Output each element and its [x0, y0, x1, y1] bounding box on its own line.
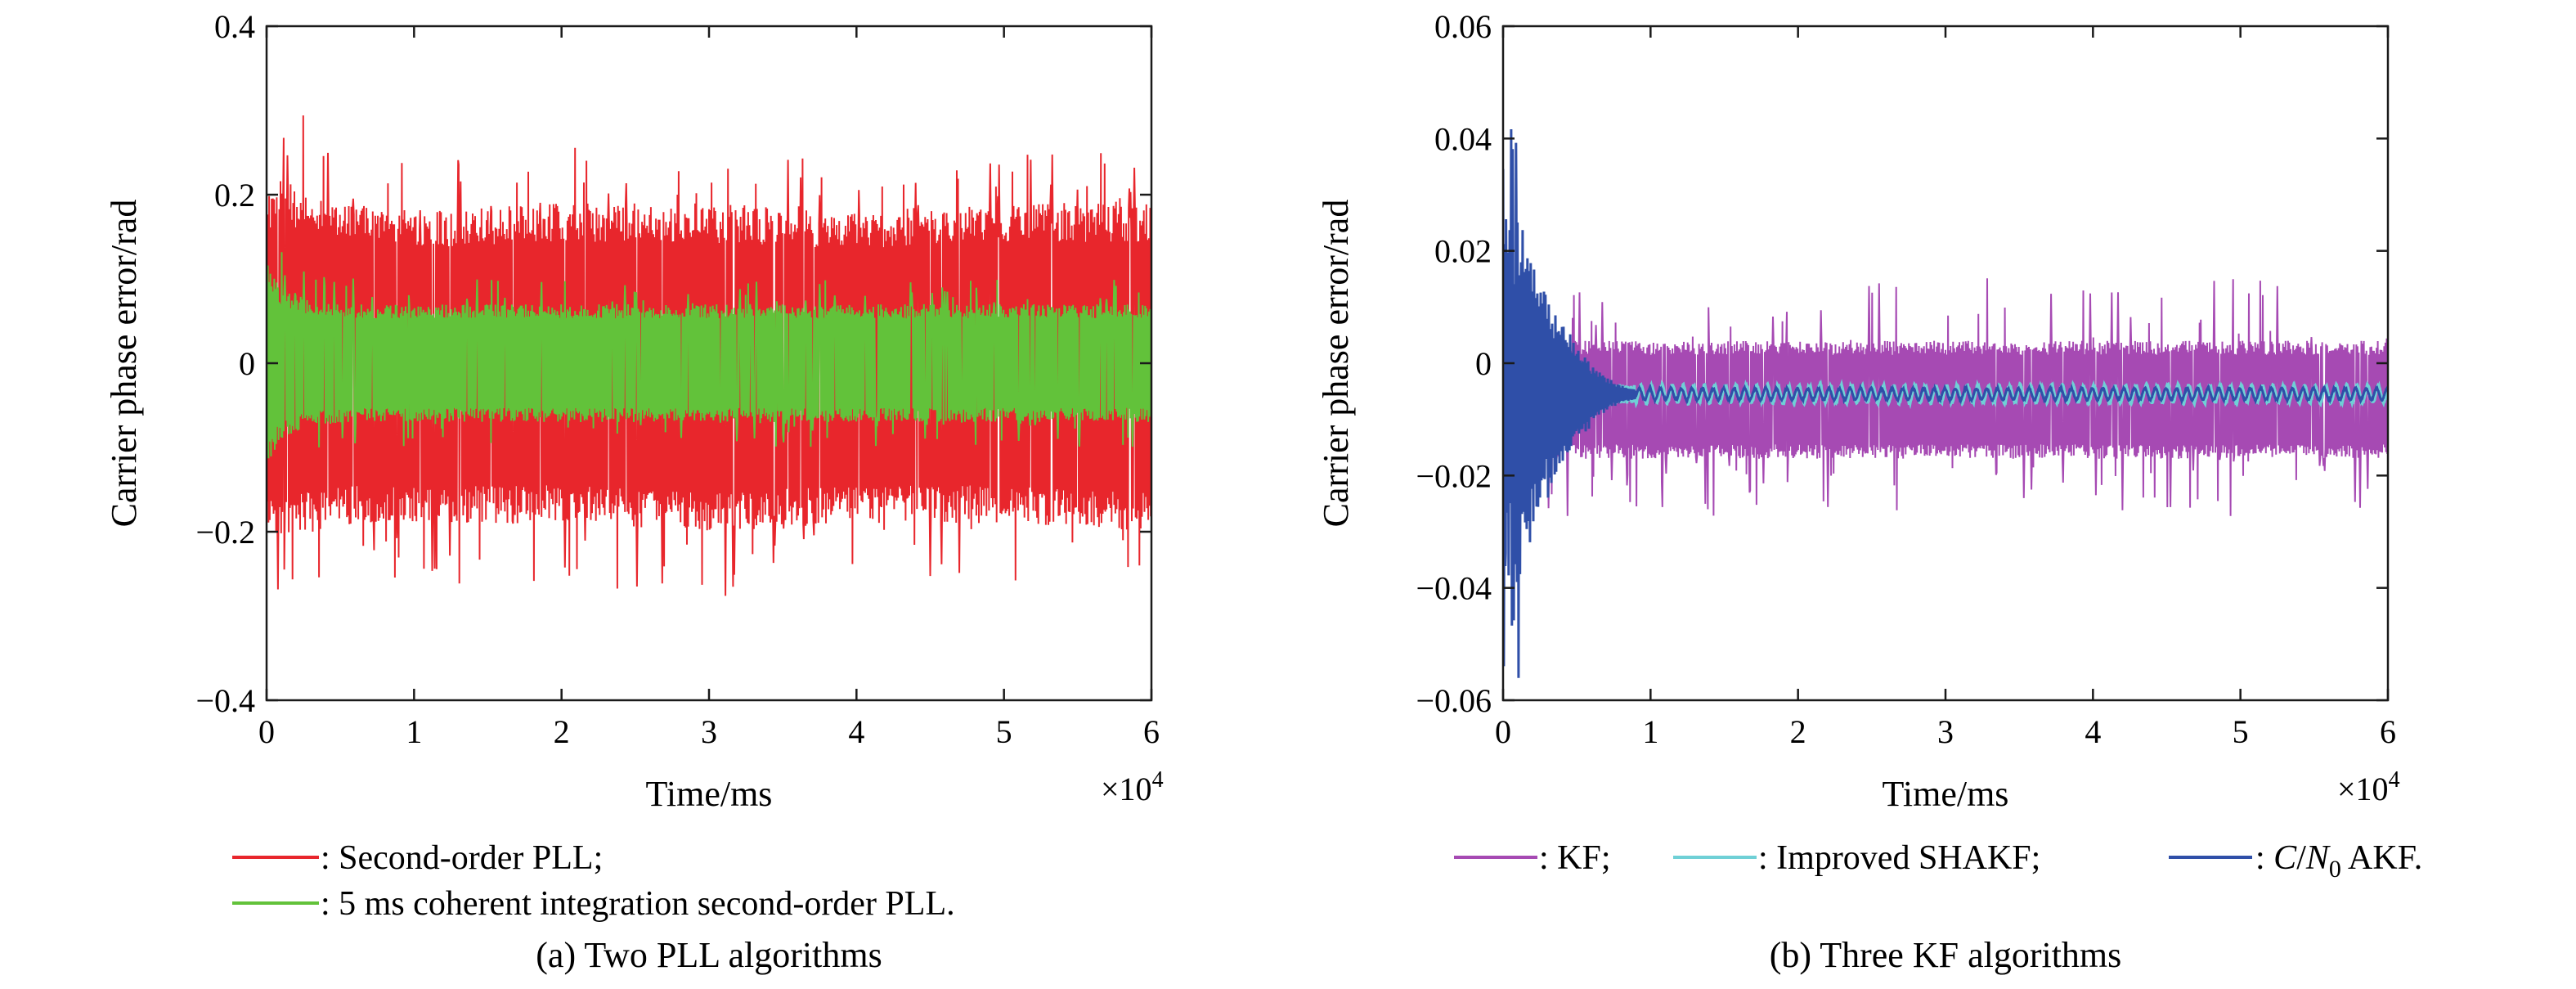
y-tick-label: 0.4	[214, 8, 255, 45]
x-tick-label: 5	[2233, 713, 2249, 750]
panel-b-x-multiplier: ×104	[2337, 767, 2400, 807]
y-tick-label: 0.04	[1434, 120, 1492, 157]
x-tick-label: 6	[2380, 713, 2396, 750]
y-tick-label: −0.2	[195, 514, 255, 551]
panel-b-plot-area	[1503, 128, 2388, 678]
series-kf	[1503, 271, 2388, 516]
panel-a-legend-second-order-pll: : Second-order PLL;	[321, 839, 603, 877]
panel-b-legend-improved-shakf: : Improved SHAKF;	[1758, 839, 2040, 877]
x-tick-label: 6	[1143, 713, 1160, 750]
panel-b-legend-kf: : KF;	[1539, 839, 1611, 877]
panel-a-x-multiplier: ×104	[1101, 767, 1164, 807]
y-tick-label: 0	[1475, 345, 1492, 382]
panel-a-legend-coherent-pll: : 5 ms coherent integration second-order…	[321, 885, 955, 923]
panel-a-ylabel: Carrier phase error/rad	[104, 200, 144, 528]
series-c-n0-akf	[1503, 128, 2388, 678]
x-tick-label: 3	[701, 713, 717, 750]
panel-b-xlabel: Time/ms	[1883, 774, 2009, 814]
y-tick-label: 0	[239, 345, 255, 382]
series-5-ms-coherent-integration-second-order-pll	[267, 252, 1151, 459]
y-tick-label: −0.04	[1416, 570, 1492, 607]
panel-a-caption: (a) Two PLL algorithms	[536, 935, 882, 975]
panel-b-caption: (b) Three KF algorithms	[1770, 935, 2122, 975]
panel-a-xlabel: Time/ms	[646, 774, 773, 814]
x-tick-label: 3	[1937, 713, 1954, 750]
y-tick-label: −0.02	[1416, 457, 1492, 494]
panel-b: 0 1 2 3 4 5 6 −0.06 −0.04 −0.02 0 0.02 0.04 0.06 Carr…	[1316, 8, 2422, 975]
panel-b-ticks: 0 1 2 3 4 5 6 −0.06 −0.04 −0.02 0 0.02 0.04 0.06	[1416, 8, 2396, 750]
y-tick-label: 0.2	[214, 177, 255, 214]
x-tick-label: 4	[2085, 713, 2101, 750]
y-tick-label: −0.06	[1416, 682, 1492, 719]
x-tick-label: 1	[406, 713, 422, 750]
panel-a-ticks: 0 1 2 3 4 5 6 −0.4 −0.2 0 0.2 0.4	[195, 8, 1160, 750]
panel-a: 0 1 2 3 4 5 6 −0.4 −0.2 0 0.2 0.4 Carrier phase err…	[104, 8, 1164, 975]
x-tick-label: 0	[258, 713, 275, 750]
panel-a-plot-area	[267, 115, 1151, 596]
x-tick-label: 4	[848, 713, 864, 750]
x-tick-label: 5	[996, 713, 1012, 750]
y-tick-label: 0.06	[1434, 8, 1492, 45]
panel-b-ylabel: Carrier phase error/rad	[1316, 200, 1356, 528]
y-tick-label: 0.02	[1434, 233, 1492, 270]
x-tick-label: 1	[1642, 713, 1658, 750]
panel-b-legend-cn0-akf: : C/N0 AKF.	[2255, 839, 2422, 883]
y-tick-label: −0.4	[195, 682, 255, 719]
x-tick-label: 0	[1495, 713, 1511, 750]
x-tick-label: 2	[1790, 713, 1806, 750]
x-tick-label: 2	[554, 713, 570, 750]
